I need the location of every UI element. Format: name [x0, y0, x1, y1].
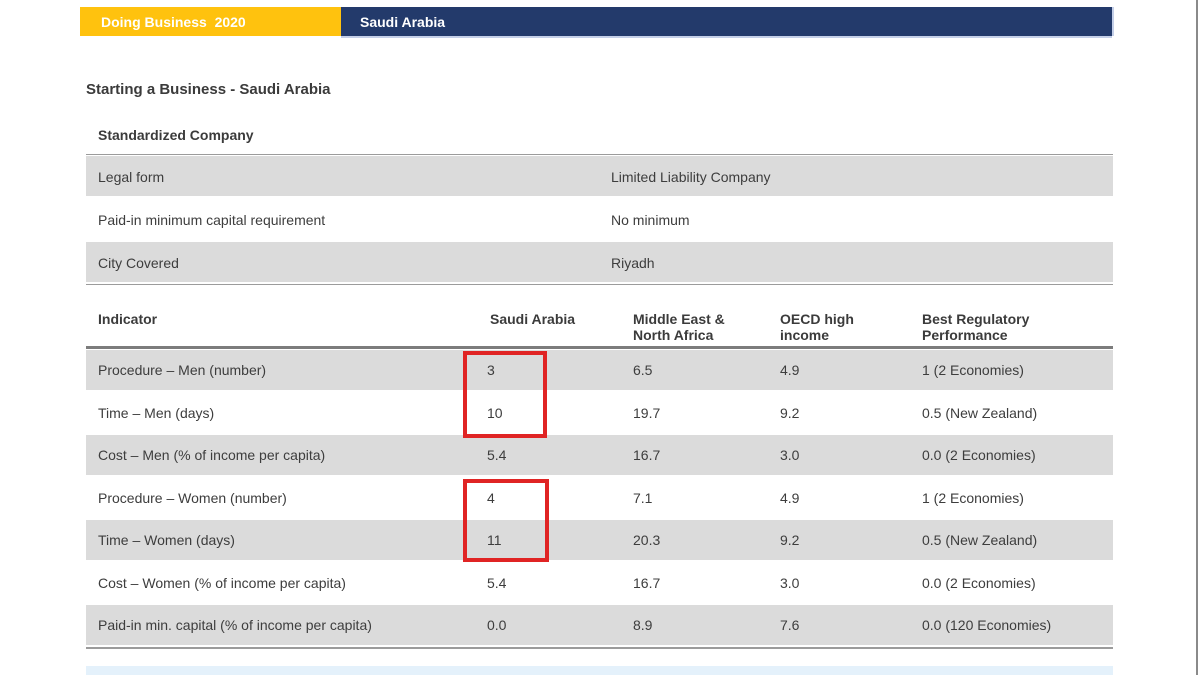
value-middle-east-north-africa: 7.1: [633, 489, 653, 506]
column-header-best-regulatory-performance: Best Regulatory Performance: [922, 311, 1030, 343]
value-best-regulatory-performance: 1 (2 Economies): [922, 489, 1024, 506]
report-brand-title: Doing Business 2020: [80, 7, 341, 36]
highlight-box-women-procedure-time: [463, 479, 549, 562]
value-saudi-arabia: 11: [487, 532, 502, 549]
value-saudi-arabia: 10: [487, 404, 503, 421]
indicator-name: Time – Men (days): [98, 404, 215, 421]
value-best-regulatory-performance: 0.0 (2 Economies): [922, 574, 1036, 591]
indicator-name: Procedure – Women (number): [98, 489, 287, 506]
highlight-box-men-procedure-time: [463, 351, 547, 438]
standardized-company-row: Legal form Limited Liability Company: [86, 155, 1113, 198]
value-saudi-arabia: 3: [487, 362, 495, 379]
value-middle-east-north-africa: 16.7: [633, 574, 661, 591]
value-best-regulatory-performance: 0.5 (New Zealand): [922, 404, 1038, 421]
value-oecd-high-income: 4.9: [780, 489, 800, 506]
indicator-name: Time – Women (days): [98, 532, 235, 549]
indicator-name: Cost – Women (% of income per capita): [98, 574, 346, 591]
indicator-name: Procedure – Men (number): [98, 362, 267, 379]
value-oecd-high-income: 7.6: [780, 617, 800, 634]
row-value: Limited Liability Company: [611, 168, 771, 185]
window-edge-line: [1196, 0, 1198, 675]
value-oecd-high-income: 9.2: [780, 404, 800, 421]
column-header-saudi-arabia: Saudi Arabia: [490, 311, 576, 327]
indicator-name: Cost – Men (% of income per capita): [98, 447, 326, 464]
row-label: City Covered: [98, 254, 179, 271]
value-middle-east-north-africa: 19.7: [633, 404, 661, 421]
report-header-bar: Doing Business 2020 Saudi Arabia: [80, 7, 1112, 36]
value-middle-east-north-africa: 8.9: [633, 617, 653, 634]
indicator-row: Cost – Women (% of income per capita) 5.…: [86, 562, 1113, 605]
indicator-table-header: Indicator Saudi Arabia Middle East & Nor…: [86, 305, 1113, 349]
indicator-table-body: Procedure – Men (number) 3 6.5 4.9 1 (2 …: [86, 349, 1113, 649]
standardized-company-heading: Standardized Company: [98, 127, 254, 143]
value-best-regulatory-performance: 1 (2 Economies): [922, 362, 1024, 379]
value-oecd-high-income: 9.2: [780, 532, 800, 549]
row-value: No minimum: [611, 211, 690, 228]
next-section-strip: [86, 666, 1113, 675]
row-label: Paid-in minimum capital requirement: [98, 211, 326, 228]
indicator-row: Time – Men (days) 10 19.7 9.2 0.5 (New Z…: [86, 392, 1113, 435]
indicator-name: Paid-in min. capital (% of income per ca…: [98, 617, 372, 634]
value-saudi-arabia: 0.0: [487, 617, 507, 634]
value-middle-east-north-africa: 16.7: [633, 447, 661, 464]
column-header-oecd-high-income: OECD high income: [780, 311, 854, 343]
column-header-middle-east-north-africa: Middle East & North Africa: [633, 311, 725, 343]
value-oecd-high-income: 4.9: [780, 362, 800, 379]
row-label: Legal form: [98, 168, 165, 185]
indicator-row: Procedure – Men (number) 3 6.5 4.9 1 (2 …: [86, 349, 1113, 392]
value-middle-east-north-africa: 6.5: [633, 362, 653, 379]
indicator-row: Time – Women (days) 11 20.3 9.2 0.5 (New…: [86, 519, 1113, 562]
indicator-row: Paid-in min. capital (% of income per ca…: [86, 604, 1113, 647]
value-oecd-high-income: 3.0: [780, 574, 800, 591]
page-title: Starting a Business - Saudi Arabia: [86, 81, 331, 98]
indicator-row: Cost – Men (% of income per capita) 5.4 …: [86, 434, 1113, 477]
standardized-company-row: Paid-in minimum capital requirement No m…: [86, 198, 1113, 241]
value-saudi-arabia: 5.4: [487, 574, 507, 591]
indicator-row: Procedure – Women (number) 4 7.1 4.9 1 (…: [86, 477, 1113, 520]
row-value: Riyadh: [611, 254, 655, 271]
value-best-regulatory-performance: 0.0 (2 Economies): [922, 447, 1036, 464]
column-header-indicator: Indicator: [98, 311, 158, 327]
standardized-company-table: Legal form Limited Liability Company Pai…: [86, 154, 1113, 285]
value-saudi-arabia: 5.4: [487, 447, 507, 464]
value-best-regulatory-performance: 0.5 (New Zealand): [922, 532, 1038, 549]
value-saudi-arabia: 4: [487, 489, 495, 506]
indicator-table: Indicator Saudi Arabia Middle East & Nor…: [86, 305, 1113, 649]
value-oecd-high-income: 3.0: [780, 447, 800, 464]
value-middle-east-north-africa: 20.3: [633, 532, 661, 549]
report-country-name: Saudi Arabia: [341, 7, 1112, 36]
value-best-regulatory-performance: 0.0 (120 Economies): [922, 617, 1052, 634]
standardized-company-row: City Covered Riyadh: [86, 241, 1113, 284]
